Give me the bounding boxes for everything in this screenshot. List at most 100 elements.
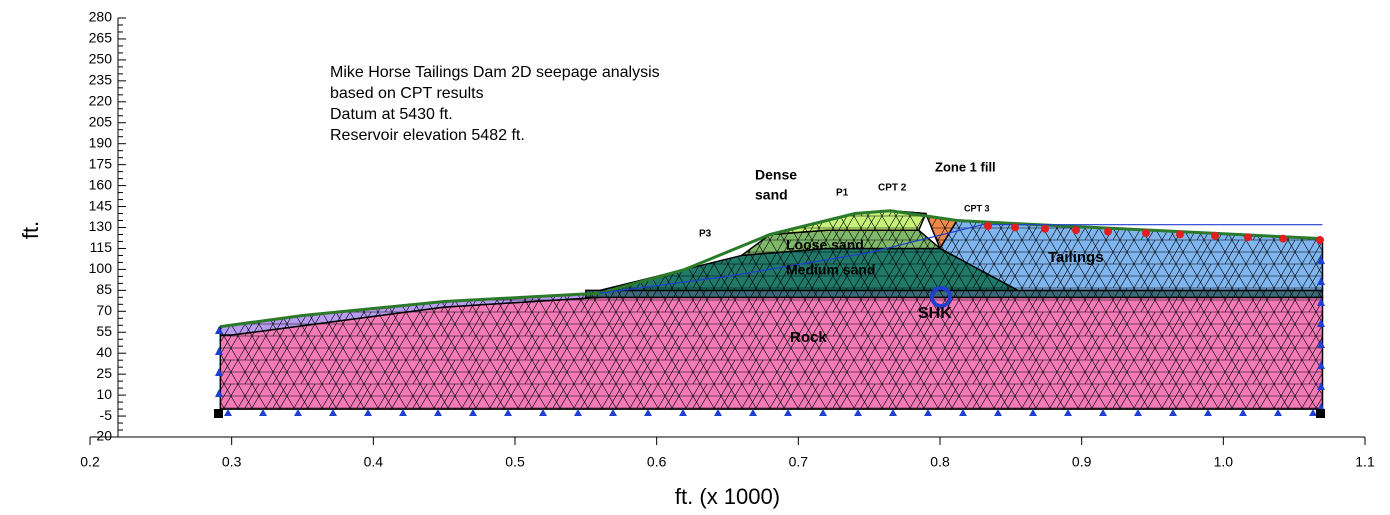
y-tick-label: 220 xyxy=(89,93,113,109)
boundary-marker xyxy=(1317,277,1325,285)
x-tick-label: 1.1 xyxy=(1355,454,1375,470)
boundary-marker xyxy=(1169,409,1177,416)
boundary-marker xyxy=(294,409,302,416)
x-axis-label: ft. (x 1000) xyxy=(675,484,780,509)
boundary-marker xyxy=(714,409,722,416)
boundary-marker xyxy=(1064,409,1072,416)
boundary-marker xyxy=(539,409,547,416)
boundary-marker xyxy=(1309,409,1317,416)
x-tick-label: 0.9 xyxy=(1072,454,1092,470)
y-tick-label: 265 xyxy=(89,30,113,46)
boundary-marker xyxy=(749,409,757,416)
boundary-marker xyxy=(1317,382,1325,390)
y-tick-label: 175 xyxy=(89,155,113,171)
boundary-node xyxy=(1041,224,1049,233)
annotation: Zone 1 fill xyxy=(935,159,996,174)
corner-node xyxy=(214,409,223,418)
boundary-node xyxy=(984,222,992,230)
mesh xyxy=(940,220,1323,291)
mesh xyxy=(585,290,1323,298)
mesh xyxy=(770,210,926,235)
x-tick-label: 0.4 xyxy=(364,454,384,470)
boundary-marker xyxy=(1317,256,1325,264)
boundary-node xyxy=(1011,223,1019,232)
annotation: CPT 2 xyxy=(878,183,907,194)
y-tick-label: -5 xyxy=(100,407,113,423)
boundary-node xyxy=(1211,231,1219,240)
y-tick-label: 55 xyxy=(96,323,112,339)
corner-node xyxy=(1316,409,1325,418)
y-tick-label: 25 xyxy=(96,365,112,381)
boundary-node xyxy=(1244,233,1252,242)
mesh xyxy=(890,210,957,249)
annotation: P3 xyxy=(699,229,712,240)
y-tick-label: 235 xyxy=(89,72,113,88)
boundary-marker xyxy=(504,409,512,416)
boundary-node xyxy=(1316,236,1324,244)
mesh xyxy=(741,230,940,256)
boundary-marker xyxy=(1317,298,1325,306)
y-tick-label: 10 xyxy=(96,386,112,402)
x-tick-label: 1.0 xyxy=(1214,454,1234,470)
boundary-marker xyxy=(1099,409,1107,416)
boundary-marker xyxy=(959,409,967,416)
y-tick-label: 100 xyxy=(89,260,113,276)
boundary-marker xyxy=(259,409,267,416)
mesh xyxy=(220,297,1323,410)
boundary-marker xyxy=(784,409,792,416)
title-line: Mike Horse Tailings Dam 2D seepage analy… xyxy=(330,64,660,81)
boundary-marker xyxy=(469,409,477,416)
y-tick-label: 85 xyxy=(96,281,112,297)
boundary-node xyxy=(1142,229,1150,237)
boundary-marker xyxy=(1134,409,1142,416)
x-tick-label: 0.2 xyxy=(80,454,100,470)
boundary-marker xyxy=(679,409,687,416)
boundary-marker xyxy=(329,409,337,416)
y-tick-label: 160 xyxy=(89,176,113,192)
boundary-marker xyxy=(215,347,223,355)
boundary-marker xyxy=(889,409,897,416)
x-tick-label: 0.5 xyxy=(505,454,525,470)
boundary-marker xyxy=(854,409,862,416)
y-tick-label: 130 xyxy=(89,218,113,234)
title-line: based on CPT results xyxy=(330,85,484,102)
annotation: Rock xyxy=(790,329,827,346)
boundary-node xyxy=(1279,234,1287,243)
x-tick-label: 0.7 xyxy=(789,454,809,470)
boundary-marker xyxy=(215,368,223,376)
boundary-node xyxy=(1104,227,1112,236)
boundary-marker xyxy=(1317,319,1325,327)
boundary-marker xyxy=(1317,361,1325,369)
annotation: Medium sand xyxy=(786,262,875,278)
boundary-marker xyxy=(644,409,652,416)
boundary-node xyxy=(1176,230,1184,239)
boundary-marker xyxy=(364,409,372,416)
annotation: Dense xyxy=(755,167,797,183)
y-tick-label: 250 xyxy=(89,51,113,67)
annotation: P1 xyxy=(836,188,849,199)
y-tick-label: 205 xyxy=(89,113,113,129)
boundary-marker xyxy=(215,389,223,397)
boundary-marker xyxy=(819,409,827,416)
boundary-marker xyxy=(399,409,407,416)
y-tick-label: 40 xyxy=(96,344,112,360)
y-tick-label: 115 xyxy=(90,239,113,255)
boundary-marker xyxy=(1204,409,1212,416)
annotation: Loose sand xyxy=(786,237,864,253)
boundary-marker xyxy=(1029,409,1037,416)
x-tick-label: 0.3 xyxy=(222,454,242,470)
boundary-marker xyxy=(924,409,932,416)
y-tick-label: 190 xyxy=(89,134,113,150)
boundary-marker xyxy=(574,409,582,416)
x-tick-label: 0.8 xyxy=(930,454,950,470)
boundary-marker xyxy=(1239,409,1247,416)
marker xyxy=(930,286,952,308)
title-line: Datum at 5430 ft. xyxy=(330,106,453,123)
boundary-marker xyxy=(609,409,617,416)
boundary-marker xyxy=(224,409,232,416)
y-tick-label: 280 xyxy=(89,9,113,25)
boundary-marker xyxy=(994,409,1002,416)
boundary-marker xyxy=(1317,340,1325,348)
annotation: sand xyxy=(755,187,788,203)
water-line xyxy=(599,224,1323,294)
